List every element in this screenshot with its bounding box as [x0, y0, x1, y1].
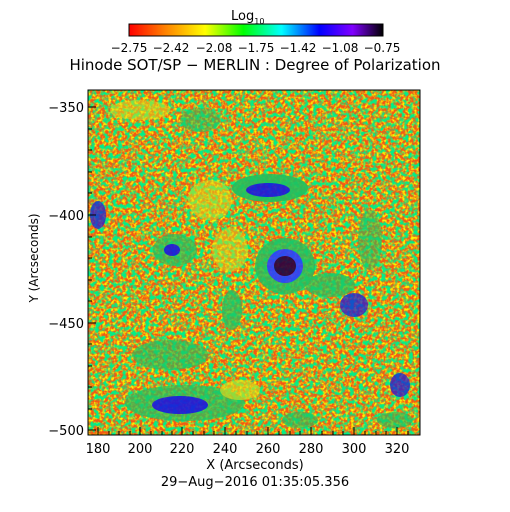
x-tick-label: 220	[170, 442, 195, 457]
colorbar-tick-label: −0.75	[364, 41, 401, 55]
y-tick-labels: −350 −400 −450 −500	[48, 101, 84, 439]
y-tick-label: −350	[48, 101, 84, 116]
x-tick-label: 280	[299, 442, 324, 457]
colorbar-title: Log10	[231, 9, 264, 26]
plot-frame	[87, 89, 421, 436]
y-axis-label: Y (Arcseconds)	[27, 213, 41, 303]
colorbar-tick-label: −1.42	[280, 41, 317, 55]
y-tick-label: −400	[48, 209, 84, 224]
x-tick-label: 240	[213, 442, 238, 457]
x-tick-label: 320	[385, 442, 410, 457]
x-axis	[97, 427, 409, 435]
colorbar-tick-label: −2.42	[153, 41, 190, 55]
timestamp: 29−Aug−2016 01:35:05.356	[161, 475, 349, 490]
x-tick-label: 260	[256, 442, 281, 457]
x-tick-label: 300	[342, 442, 367, 457]
colorbar-tick-label: −1.08	[322, 41, 359, 55]
y-tick-label: −450	[48, 317, 84, 332]
y-tick-label: −500	[48, 424, 84, 439]
x-tick-labels: 180 200 220 240 260 280 300 320	[86, 442, 410, 457]
x-tick-label: 200	[128, 442, 153, 457]
network-regions	[90, 100, 413, 428]
colorbar-tick-label: −2.08	[196, 41, 233, 55]
colorbar-tick-label: −1.75	[238, 41, 275, 55]
x-axis-label: X (Arcseconds)	[206, 458, 303, 473]
colorbar	[128, 23, 384, 37]
polarization-map	[88, 90, 420, 435]
colorbar-tick-labels: −2.75 −2.42 −2.08 −1.75 −1.42 −1.08 −0.7…	[111, 41, 401, 55]
y-axis	[88, 106, 96, 431]
plot-title: Hinode SOT/SP − MERLIN : Degree of Polar…	[69, 56, 440, 74]
colorbar-tick-label: −2.75	[111, 41, 148, 55]
x-tick-label: 180	[86, 442, 111, 457]
